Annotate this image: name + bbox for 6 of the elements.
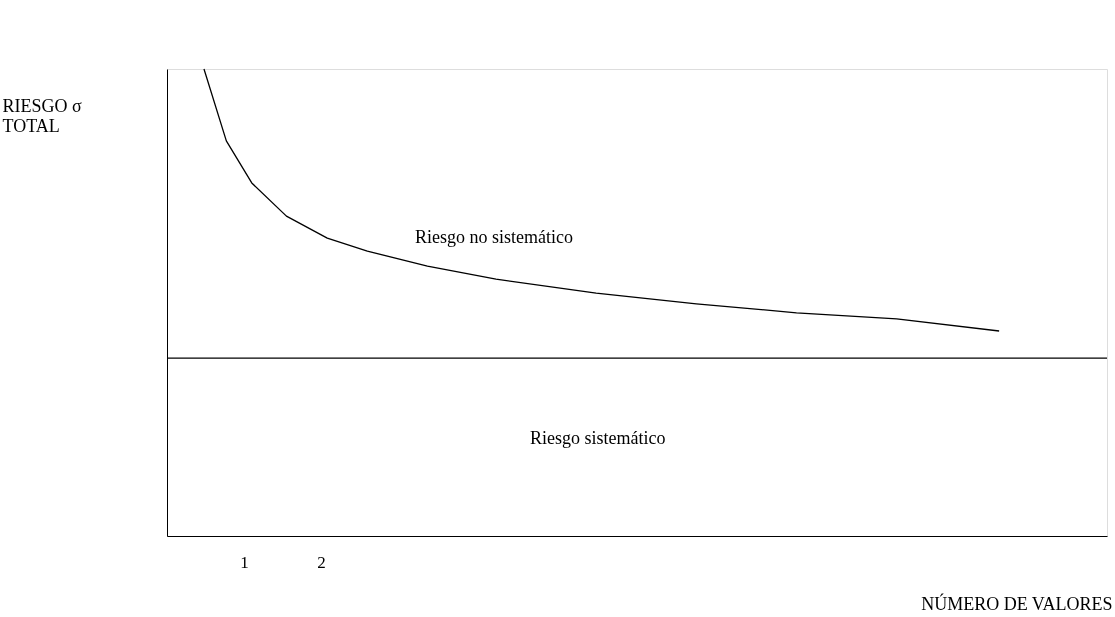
x-tick-label: 2 (317, 552, 326, 572)
annotation: Riesgo sistemático (530, 428, 666, 448)
x-axis-title: NÚMERO DE VALORES (921, 592, 1113, 614)
annotation: Riesgo no sistemático (415, 227, 573, 247)
y-axis-title: RIESGO σ TOTAL (2, 95, 82, 136)
x-tick-label: 1 (240, 552, 249, 572)
